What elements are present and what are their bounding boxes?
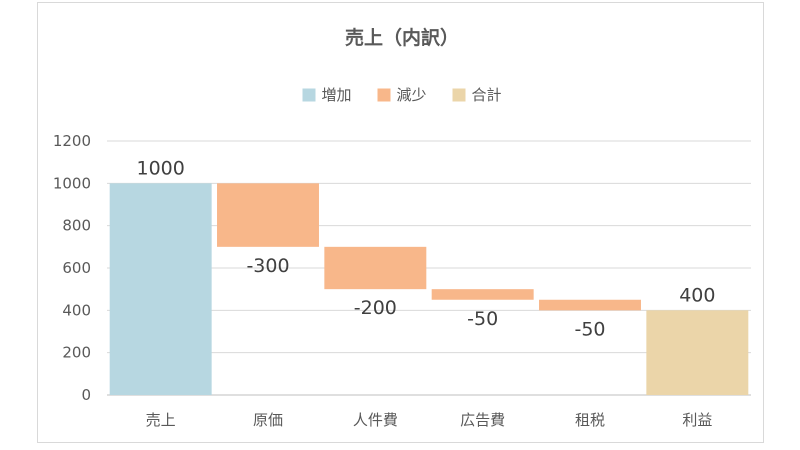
y-tick-label: 600 <box>62 259 91 277</box>
bar-4 <box>431 289 534 300</box>
data-label: -50 <box>467 308 498 330</box>
bar-2 <box>217 183 319 247</box>
waterfall-chart: 売上（内訳） 増加 減少 合計 0 200 400 600 800 1000 1200 1000… <box>53 26 751 429</box>
x-tick-label: 利益 <box>682 411 712 429</box>
y-axis-ticks: 0 200 400 600 800 1000 1200 <box>53 132 91 404</box>
chart-frame: 売上（内訳） 増加 減少 合計 0 200 400 600 800 1000 1200 1000… <box>37 2 764 443</box>
legend-swatch-decrease <box>377 88 391 102</box>
y-tick-label: 1200 <box>53 132 91 150</box>
x-tick-label: 人件費 <box>353 411 398 429</box>
x-axis-labels: 売上 原価 人件費 広告費 租税 利益 <box>146 411 713 429</box>
chart-title: 売上（内訳） <box>345 26 459 49</box>
data-label: -300 <box>246 255 289 277</box>
x-tick-label: 租税 <box>575 411 605 429</box>
x-tick-label: 売上 <box>146 411 176 429</box>
data-label: -200 <box>354 297 397 319</box>
y-tick-label: 400 <box>62 301 91 319</box>
data-label: 1000 <box>136 157 184 179</box>
legend-label-increase: 増加 <box>322 86 352 104</box>
y-tick-label: 200 <box>62 344 91 362</box>
data-label: -50 <box>574 318 605 340</box>
y-tick-label: 800 <box>62 217 91 235</box>
bar-3 <box>324 246 427 290</box>
data-labels: 1000 -300 -200 -50 -50 400 <box>136 157 715 340</box>
bars <box>109 183 749 395</box>
y-tick-label: 1000 <box>53 174 91 192</box>
data-label: 400 <box>679 284 715 306</box>
gridlines <box>107 140 751 396</box>
bar-5 <box>539 299 641 311</box>
legend-label-total: 合計 <box>472 86 502 104</box>
legend: 増加 減少 合計 <box>302 86 502 104</box>
legend-label-decrease: 減少 <box>397 86 427 104</box>
legend-swatch-total <box>452 88 466 102</box>
x-tick-label: 広告費 <box>460 411 505 429</box>
y-tick-label: 0 <box>81 386 91 404</box>
x-tick-label: 原価 <box>253 411 283 429</box>
legend-swatch-increase <box>302 88 316 102</box>
bar-1 <box>109 183 212 395</box>
bar-6 <box>646 310 749 395</box>
